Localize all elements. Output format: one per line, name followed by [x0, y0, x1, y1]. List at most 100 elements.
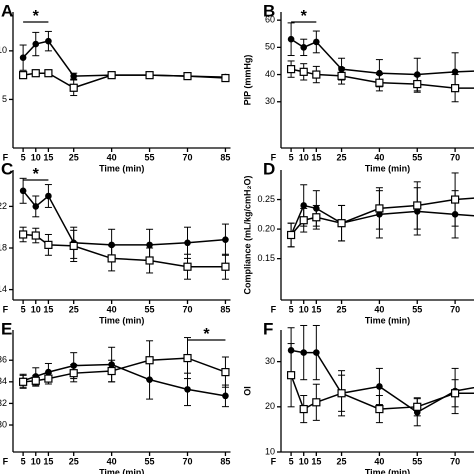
point [19, 377, 28, 386]
x-tick-label: 5 [21, 304, 26, 314]
y-tick-label: 5 [2, 94, 7, 104]
point [70, 72, 77, 80]
y-tick-label: 34 [0, 376, 7, 386]
point [451, 195, 460, 204]
y-axis-label: Compliance (mL/kg/cmH₂O) [242, 175, 252, 294]
point [376, 383, 383, 390]
point [146, 241, 153, 249]
y-tick-label: 30 [0, 419, 7, 429]
x-tick-label: 70 [182, 456, 192, 466]
y-tick-label: 0.25 [257, 194, 275, 204]
x-tick-label: 15 [311, 152, 321, 162]
x-tick-label: 5 [289, 304, 294, 314]
x-tick-label: 85 [220, 456, 230, 466]
x-axis-label: Time (min) [365, 315, 410, 325]
x-tick-label: 5 [289, 152, 294, 162]
panel-label: C [1, 159, 13, 178]
x-tick-label: 5 [21, 456, 26, 466]
panel: D0.150.200.25F510152540557085Time (min)C… [242, 159, 474, 325]
x-tick-label: 15 [311, 456, 321, 466]
point [107, 366, 116, 376]
y-tick-label: 40 [265, 69, 275, 79]
y-tick-label: 22 [0, 201, 7, 211]
x-tick-label: 55 [145, 304, 155, 314]
point [286, 230, 296, 240]
x-tick-label: F [271, 304, 277, 314]
point [31, 69, 40, 78]
point [337, 71, 346, 81]
point [451, 84, 460, 93]
point [299, 67, 308, 76]
x-tick-label: 15 [43, 304, 53, 314]
x-tick-label: 40 [107, 456, 117, 466]
point [183, 72, 192, 81]
point [44, 240, 53, 249]
point [287, 35, 295, 43]
point [69, 83, 78, 92]
point [107, 254, 116, 263]
x-tick-label: 10 [299, 304, 309, 314]
y-tick-label: 10 [0, 45, 7, 55]
x-tick-label: 10 [299, 456, 309, 466]
point [44, 69, 53, 78]
point [312, 70, 321, 79]
x-tick-label: 5 [289, 456, 294, 466]
panel-label: F [263, 319, 273, 338]
x-tick-label: 70 [450, 456, 460, 466]
y-tick-label: 0.20 [257, 223, 275, 233]
significance-label: * [33, 166, 40, 183]
point [375, 204, 384, 213]
y-axis-label: OI [242, 386, 252, 396]
point [184, 386, 191, 393]
point [145, 356, 154, 365]
x-tick-label: 70 [450, 304, 460, 314]
point [313, 349, 320, 356]
y-tick-label: 60 [265, 15, 275, 25]
point [375, 78, 384, 87]
panel-label: E [1, 319, 12, 338]
panel-label: B [263, 1, 275, 20]
x-axis-label: Time (min) [99, 315, 144, 325]
x-axis-label: Time (min) [99, 163, 144, 173]
x-tick-label: 5 [21, 152, 26, 162]
x-tick-label: 55 [412, 304, 422, 314]
point [32, 40, 40, 48]
x-tick-label: 10 [31, 304, 41, 314]
point [300, 349, 308, 356]
x-tick-label: F [3, 456, 9, 466]
point [221, 73, 230, 83]
point [145, 256, 154, 265]
point [19, 71, 28, 80]
y-tick-label: 32 [0, 398, 7, 408]
point [221, 368, 230, 377]
x-tick-label: 10 [299, 152, 309, 162]
point [312, 213, 321, 222]
significance-label: * [301, 8, 308, 25]
point [222, 392, 229, 400]
point [337, 389, 346, 398]
series-line [22, 363, 226, 397]
x-tick-label: 25 [69, 304, 79, 314]
x-tick-label: 55 [412, 456, 422, 466]
point [299, 404, 308, 414]
point [45, 192, 52, 200]
y-tick-label: 14 [0, 284, 7, 294]
point [312, 398, 321, 407]
x-tick-label: 85 [220, 152, 230, 162]
x-tick-label: 25 [69, 152, 79, 162]
point [183, 353, 192, 363]
panel-label: D [263, 159, 275, 178]
x-tick-label: 40 [374, 456, 384, 466]
x-axis-label: Time (min) [365, 163, 410, 173]
point [313, 38, 320, 46]
x-tick-label: 15 [311, 304, 321, 314]
y-tick-label: 20 [265, 401, 275, 411]
x-tick-label: 25 [337, 304, 347, 314]
series-line [22, 190, 226, 246]
x-tick-label: F [271, 456, 277, 466]
y-tick-label: 10 [265, 446, 275, 456]
point [300, 202, 308, 209]
significance-label: * [203, 326, 210, 343]
point [19, 187, 27, 195]
